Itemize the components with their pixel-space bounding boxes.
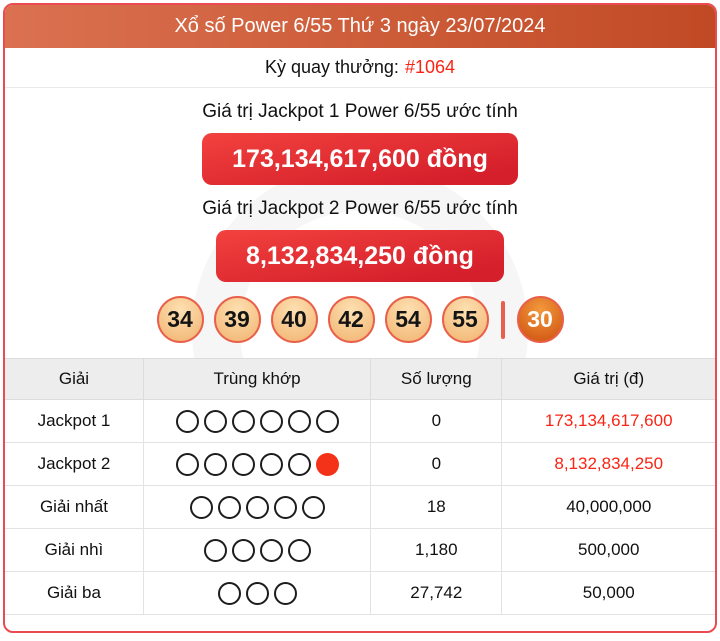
prize-name-cell: Jackpot 2 [5,442,144,486]
match-circles [145,452,369,476]
match-circle-open-icon [203,409,227,433]
column-header-1: Trùng khớp [142,358,372,400]
count-cell: 27,742 [370,571,503,615]
match-pattern-cell [142,485,372,529]
table-row: Jackpot 1 0 173,134,617,600 [5,399,715,443]
prize-table: Giải Trùng khớp Số lượng Giá trị (đ) Jackpo… [5,358,715,615]
match-circle-open-icon [175,452,199,476]
column-header-0: Giải [5,358,144,400]
draw-label: Kỳ quay thưởng: [265,57,399,77]
match-circles [145,581,369,605]
lottery-result-card: Xổ số Power 6/55 Thứ 3 ngày 23/07/2024 K… [3,3,717,633]
jackpot2-amount-button[interactable]: 8,132,834,250 đồng [216,230,504,282]
draw-info-row: Kỳ quay thưởng: #1064 [5,48,715,88]
value-cell: 50,000 [501,571,715,615]
match-pattern-cell [142,442,372,486]
value-cell: 8,132,834,250 [501,442,715,486]
jackpot1-label: Giá trị Jackpot 1 Power 6/55 ước tính [202,101,518,122]
ball-34: 34 [156,296,204,343]
draw-id: #1064 [404,57,455,77]
match-circle-open-icon [231,538,255,562]
count-cell: 0 [370,442,503,486]
match-circle-open-icon [203,538,227,562]
ball-54: 54 [384,296,432,343]
table-row: Giải nhất 18 40,000,000 [5,485,715,529]
prize-table-body: Jackpot 1 0 173,134,617,600 Jackpot 2 0 8,132… [5,399,715,615]
column-header-3: Giá trị (đ) [501,358,715,400]
header-bar: Xổ số Power 6/55 Thứ 3 ngày 23/07/2024 [5,5,715,48]
header-row: Giải Trùng khớp Số lượng Giá trị (đ) [5,358,715,400]
match-circle-open-icon [287,409,311,433]
match-circle-open-icon [315,409,339,433]
count-cell: 0 [370,399,503,443]
prize-table-head: Giải Trùng khớp Số lượng Giá trị (đ) [5,358,715,400]
match-circle-open-icon [175,409,199,433]
match-circles [145,409,369,433]
count-cell: 18 [370,485,503,529]
ball-55: 55 [441,296,489,343]
ball-39: 39 [213,296,261,343]
value-cell: 500,000 [501,528,715,572]
count-cell: 1,180 [370,528,503,572]
special-ball-30: 30 [516,296,564,343]
prize-name-cell: Giải nhì [5,528,144,572]
match-circle-filled-icon [315,452,339,476]
match-circle-open-icon [189,495,213,519]
jackpot1-amount-button[interactable]: 173,134,617,600 đồng [202,133,518,185]
match-circle-open-icon [231,452,255,476]
page-title: Xổ số Power 6/55 Thứ 3 ngày 23/07/2024 [174,15,546,37]
ball-40: 40 [270,296,318,343]
match-circle-open-icon [217,495,241,519]
table-row: Jackpot 2 0 8,132,834,250 [5,442,715,486]
match-circle-open-icon [273,581,297,605]
column-header-2: Số lượng [370,358,503,400]
match-circles [145,538,369,562]
match-circle-open-icon [273,495,297,519]
match-circle-open-icon [203,452,227,476]
match-pattern-cell [142,571,372,615]
ball-42: 42 [327,296,375,343]
prize-name-cell: Jackpot 1 [5,399,144,443]
prize-name-cell: Giải nhất [5,485,144,529]
match-circle-open-icon [231,409,255,433]
match-circle-open-icon [259,409,283,433]
ball-separator [500,300,505,339]
match-circle-open-icon [245,495,269,519]
match-circle-open-icon [259,452,283,476]
match-circle-open-icon [301,495,325,519]
match-pattern-cell [142,528,372,572]
prize-name-cell: Giải ba [5,571,144,615]
match-circle-open-icon [245,581,269,605]
match-circles [145,495,369,519]
match-pattern-cell [142,399,372,443]
match-circle-open-icon [287,538,311,562]
match-circle-open-icon [287,452,311,476]
match-circle-open-icon [217,581,241,605]
table-row: Giải ba 27,742 50,000 [5,571,715,615]
winning-numbers: 34 39 40 42 54 55 30 [5,296,715,343]
jackpot2-label: Giá trị Jackpot 2 Power 6/55 ước tính [202,198,518,219]
table-row: Giải nhì 1,180 500,000 [5,528,715,572]
value-cell: 173,134,617,600 [501,399,715,443]
match-circle-open-icon [259,538,283,562]
value-cell: 40,000,000 [501,485,715,529]
